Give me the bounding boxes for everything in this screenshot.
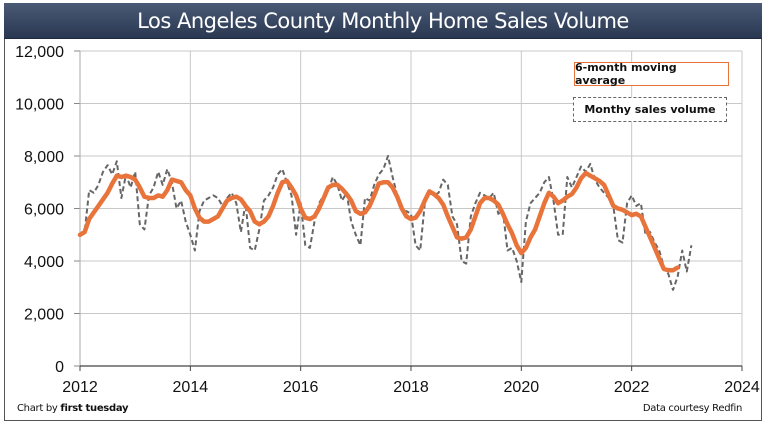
x-tick-label: 2014 — [173, 379, 209, 396]
x-tick-label: 2022 — [614, 379, 650, 396]
y-tick-label: 8,000 — [24, 149, 64, 166]
x-tick-label: 2020 — [504, 379, 540, 396]
legend-monthly-volume: Monthy sales volume — [573, 97, 727, 122]
chart-credit: Chart by first tuesday — [17, 403, 128, 414]
title-bar: Los Angeles County Monthly Home Sales Vo… — [4, 3, 762, 39]
series-monthly-sales-volume — [79, 155, 693, 291]
chart-title: Los Angeles County Monthly Home Sales Vo… — [137, 8, 629, 33]
y-tick-label: 2,000 — [24, 307, 64, 324]
axes — [74, 50, 743, 371]
y-tick-label: 0 — [55, 359, 64, 376]
x-tick-label: 2012 — [62, 379, 98, 396]
legend-label-moving-average: 6-month moving average — [575, 61, 677, 87]
y-tick-label: 12,000 — [15, 44, 64, 61]
data-source: Data courtesy Redfin — [642, 403, 742, 414]
y-tick-label: 6,000 — [24, 202, 64, 219]
legend-moving-average: 6-month moving average — [574, 61, 729, 87]
x-axis-ticks: 2012 2014 2016 2018 2020 2022 2024 — [62, 379, 760, 396]
x-tick-label: 2016 — [283, 379, 319, 396]
credit-brand: first tuesday — [60, 403, 129, 414]
x-tick-label: 2018 — [393, 379, 429, 396]
y-tick-label: 10,000 — [15, 97, 64, 114]
series-group — [77, 155, 693, 291]
legend-label-monthly-volume: Monthy sales volume — [584, 103, 716, 116]
y-axis-ticks: 0 2,000 4,000 6,000 8,000 10,000 12,000 — [15, 44, 64, 376]
series-moving-average — [77, 170, 680, 273]
credit-prefix: Chart by — [17, 403, 61, 414]
x-tick-label: 2024 — [724, 379, 760, 396]
y-tick-label: 4,000 — [24, 254, 64, 271]
gridlines — [80, 50, 743, 366]
